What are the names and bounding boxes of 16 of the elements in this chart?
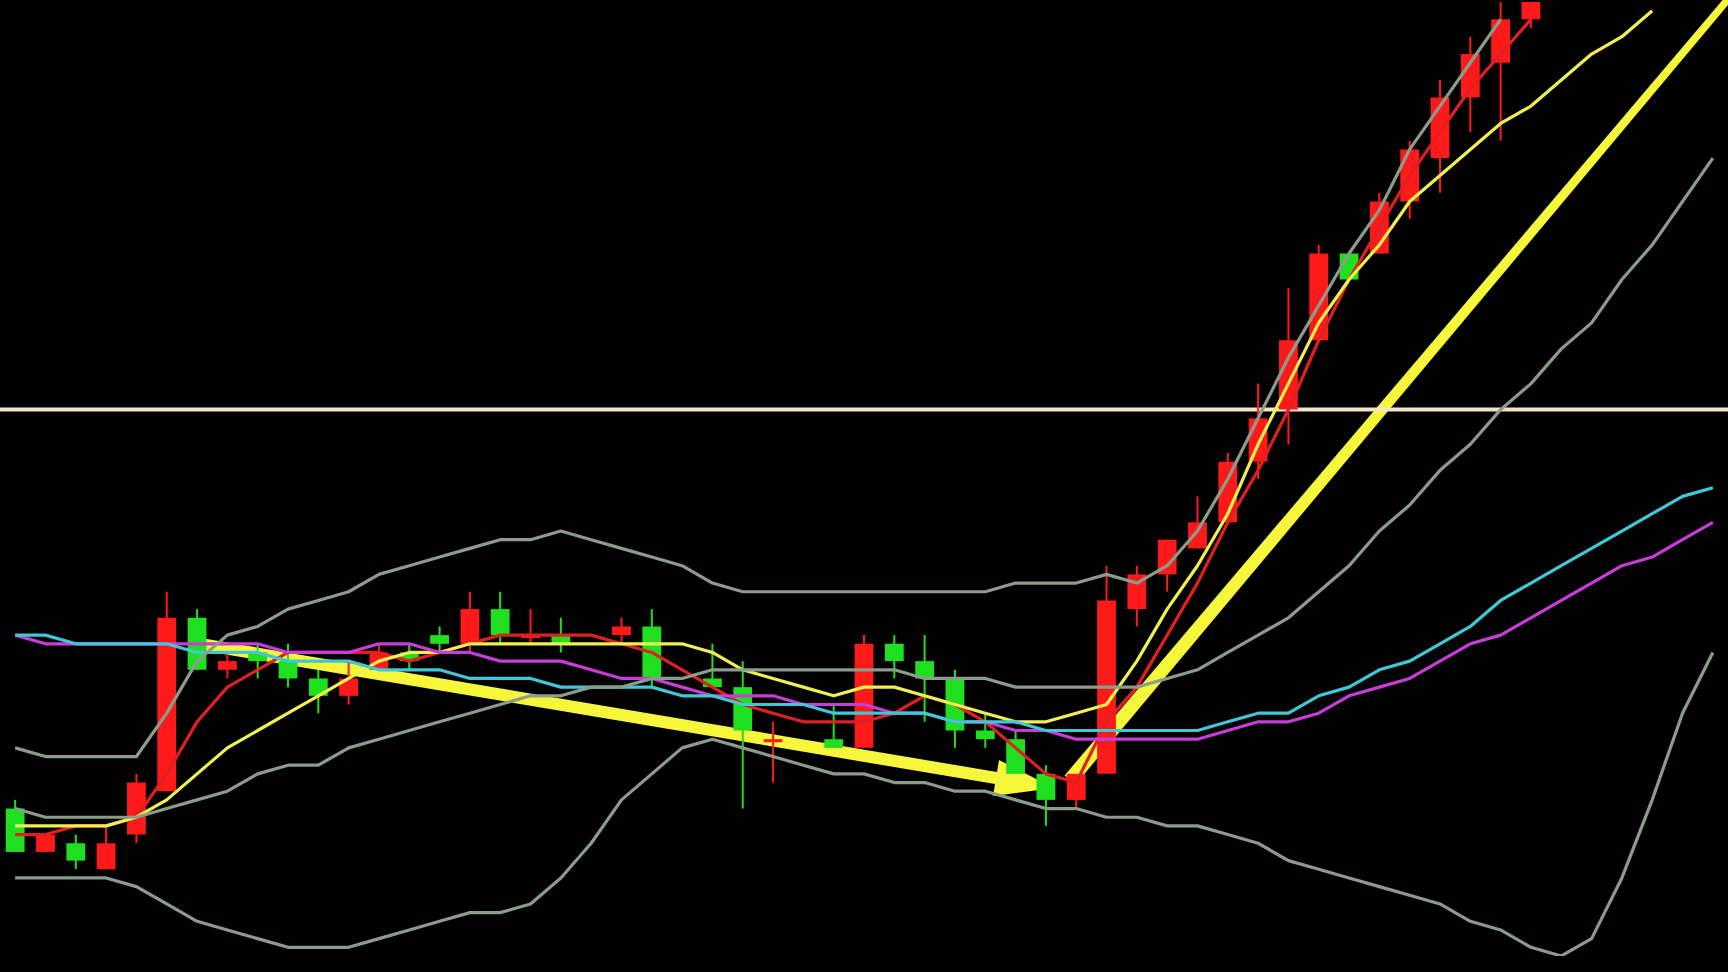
candlestick [763, 720, 783, 784]
candlestick [975, 712, 995, 749]
candlestick [824, 703, 844, 749]
candlestick [96, 824, 116, 871]
candlestick [1036, 764, 1056, 827]
candlestick [308, 668, 328, 715]
candlestick [612, 616, 631, 645]
candlestick [217, 651, 237, 680]
candlestick [490, 590, 510, 645]
candlestick [884, 634, 904, 680]
candlestick [460, 590, 480, 654]
candlestick [1127, 564, 1147, 628]
candlestick [430, 625, 449, 654]
candlestick [339, 660, 359, 706]
candlestick [66, 833, 86, 871]
candlestick [1521, 1, 1541, 30]
